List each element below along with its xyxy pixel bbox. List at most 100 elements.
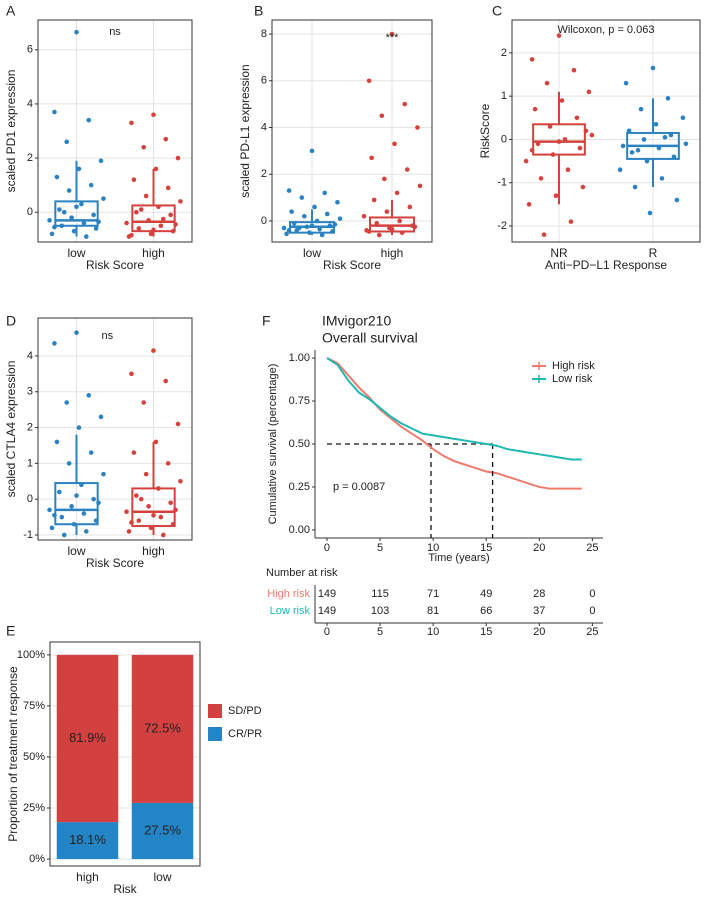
point — [124, 509, 129, 515]
point — [86, 117, 92, 123]
y-tick-label: 0.00 — [289, 524, 310, 536]
point — [568, 219, 574, 224]
risk-time-label: 10 — [427, 626, 439, 638]
point — [148, 525, 154, 531]
point — [52, 224, 57, 230]
point — [337, 216, 343, 221]
point — [165, 185, 171, 191]
y-tick-label: -1 — [23, 529, 33, 541]
point — [647, 210, 653, 216]
y-tick-label: 2 — [27, 421, 33, 433]
panel-label: A — [6, 3, 16, 19]
point — [173, 222, 178, 227]
point — [151, 227, 156, 233]
y-axis-title: scaled CTLA4 expression — [4, 361, 18, 498]
y-axis-title: scaled PD1 expression — [4, 70, 18, 193]
point — [332, 222, 338, 227]
y-tick-label: 0 — [27, 493, 33, 505]
bar-segment — [131, 654, 194, 803]
point — [148, 231, 154, 237]
plot-border — [49, 641, 201, 867]
x-tick-label: high — [76, 870, 99, 884]
x-tick-label: high — [381, 246, 404, 260]
y-tick-label: -1 — [497, 177, 507, 189]
point — [668, 132, 674, 138]
point — [163, 136, 169, 142]
point — [165, 461, 171, 466]
point — [136, 518, 142, 523]
point — [620, 143, 626, 149]
point — [151, 512, 156, 518]
point — [129, 120, 134, 126]
y-tick-label: 25% — [23, 802, 45, 814]
x-tick-label: 10 — [427, 542, 439, 554]
risk-count: 149 — [318, 605, 336, 617]
risk-row-name: Low risk — [270, 605, 311, 617]
point — [330, 229, 335, 234]
point — [550, 152, 556, 157]
point — [96, 219, 101, 224]
point — [96, 500, 101, 506]
point — [175, 155, 181, 161]
point — [299, 195, 305, 200]
x-tick-label: 0 — [324, 542, 330, 554]
point — [134, 209, 139, 215]
y-tick-label: 1.00 — [289, 352, 310, 364]
plot-border — [511, 19, 701, 243]
bar-segment — [56, 822, 119, 860]
point — [626, 128, 632, 134]
point — [47, 218, 52, 223]
point — [289, 209, 294, 214]
plot-panel — [272, 20, 432, 242]
point — [74, 493, 79, 498]
point — [151, 348, 156, 353]
point — [286, 188, 292, 193]
point — [580, 184, 586, 190]
y-tick-label: 0 — [261, 215, 267, 227]
x-axis-title: Time (years) — [428, 552, 489, 564]
point — [64, 139, 69, 145]
point — [583, 128, 589, 134]
point — [76, 425, 82, 430]
point — [574, 115, 580, 121]
value-label: 72.5% — [144, 720, 181, 735]
legend-swatch — [208, 727, 222, 741]
point — [547, 124, 553, 129]
point — [54, 174, 60, 180]
point — [535, 141, 541, 147]
point — [168, 500, 173, 506]
point — [101, 196, 106, 201]
y-tick-label: 75% — [23, 700, 45, 712]
point — [683, 141, 689, 147]
point — [556, 33, 562, 38]
point — [366, 229, 372, 234]
risk-count: 103 — [371, 605, 389, 617]
point — [57, 207, 62, 212]
point — [565, 167, 571, 173]
risk-time-label: 25 — [586, 626, 598, 638]
point — [404, 167, 410, 172]
point — [61, 532, 67, 538]
point — [523, 158, 529, 164]
x-axis-title: Risk — [113, 882, 137, 896]
y-tick-label: 0.25 — [289, 481, 310, 493]
point — [66, 461, 72, 466]
y-tick-label: 0 — [501, 133, 507, 145]
bar-segment — [131, 802, 194, 860]
point — [671, 154, 677, 160]
point — [101, 471, 106, 477]
point — [322, 190, 328, 196]
legend-label: SD/PD — [228, 705, 262, 717]
point — [146, 504, 151, 509]
point — [129, 520, 134, 525]
y-axis-title: Proportion of treatment response — [6, 666, 20, 842]
risk-count: 0 — [589, 605, 595, 617]
point — [71, 521, 77, 527]
annotation: *** — [386, 32, 400, 44]
point — [86, 393, 92, 398]
point — [644, 158, 650, 164]
legend-swatch — [208, 704, 222, 718]
point — [79, 201, 84, 207]
point — [161, 216, 166, 222]
point — [291, 221, 297, 226]
